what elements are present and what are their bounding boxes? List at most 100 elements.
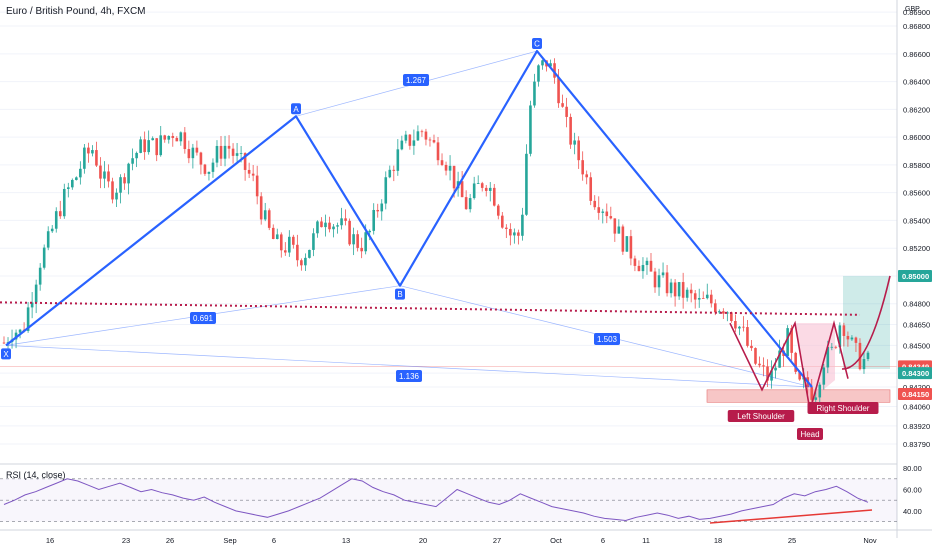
candle-body	[794, 352, 797, 372]
pattern-point-badge	[395, 288, 405, 300]
price-tick-label: 0.84060	[903, 402, 930, 411]
ratio-badge	[403, 74, 429, 86]
candle-body	[822, 367, 826, 385]
candle-body	[219, 145, 223, 159]
candle-body	[231, 148, 235, 156]
candle-body	[593, 200, 597, 208]
candle-body	[665, 272, 669, 294]
candle-body	[448, 165, 452, 171]
candle-body	[581, 160, 584, 175]
candle-body	[577, 140, 580, 161]
pattern-point-label: X	[3, 350, 9, 359]
candle-body	[838, 325, 842, 348]
time-tick-label: 20	[419, 536, 427, 545]
rsi-title: RSI (14, close)	[6, 470, 66, 480]
candle-body	[492, 187, 496, 206]
rsi-tick-label: 80.00	[903, 464, 922, 473]
candle-body	[18, 329, 22, 333]
candle-body	[352, 234, 355, 245]
candle-body	[368, 230, 371, 233]
candle-body	[669, 282, 673, 294]
price-tick-label: 0.84650	[903, 321, 930, 330]
pattern-point-badge	[291, 103, 301, 115]
pattern-point-badge	[1, 348, 11, 360]
candle-body	[472, 183, 476, 199]
candle-body	[597, 207, 601, 213]
candle-body	[115, 192, 118, 200]
candle-body	[348, 220, 351, 245]
candle-body	[553, 63, 556, 78]
candle-body	[613, 218, 617, 234]
hs-label-badge	[807, 402, 879, 414]
pattern-point-label: C	[534, 40, 540, 49]
candle-body	[778, 350, 781, 368]
candle-body	[685, 289, 689, 298]
candle-body	[243, 153, 247, 170]
candle-body	[279, 234, 283, 251]
candle-body	[858, 342, 862, 370]
projection-curve	[841, 275, 891, 370]
price-axis[interactable]: 0.86900 0.86800 0.86600 0.86400 0.86200 0.860…	[896, 0, 932, 550]
candle-body	[58, 211, 62, 217]
candle-body	[139, 139, 142, 153]
price-tick-label: 0.83790	[903, 440, 930, 449]
price-label-box	[898, 367, 932, 380]
candle-body	[127, 163, 130, 184]
candle-body	[62, 188, 66, 217]
candle-body	[292, 236, 295, 245]
candle-body	[661, 272, 665, 276]
rsi-trendline	[709, 509, 873, 524]
price-tick-label: 0.86900	[903, 8, 930, 17]
candle-body	[509, 228, 512, 236]
candle-body	[296, 244, 299, 261]
candle-body	[380, 203, 384, 212]
candle-body	[798, 371, 801, 380]
candle-body	[585, 174, 588, 178]
candle-body	[111, 181, 114, 200]
candle-body	[203, 164, 207, 174]
candle-body	[344, 218, 347, 221]
candle-body	[770, 370, 773, 381]
candle-body	[609, 216, 613, 219]
candle-body	[155, 138, 159, 156]
candle-body	[850, 337, 854, 340]
candle-body	[842, 325, 846, 336]
candle-body	[360, 247, 363, 252]
price-tick-label: 0.85800	[903, 161, 930, 170]
stop-zone	[706, 389, 891, 403]
candle-body	[701, 298, 705, 299]
candle-body	[476, 183, 480, 185]
candle-body	[364, 232, 367, 252]
pattern-connector	[5, 345, 813, 388]
candle-body	[605, 211, 609, 217]
candle-body	[308, 249, 311, 258]
candle-body	[786, 328, 789, 356]
candle-body	[713, 303, 717, 313]
candle-body	[424, 131, 428, 140]
candle-body	[444, 164, 448, 171]
time-axis[interactable]: 16 23 26 Sep 6 13 20 27 Oct 6 11 18 25 Nov	[0, 529, 932, 545]
candle-body	[436, 142, 440, 161]
candle-body	[709, 294, 713, 304]
candle-body	[163, 135, 167, 140]
time-tick-label: 26	[166, 536, 174, 545]
candle-body	[332, 226, 335, 230]
price-label-box	[898, 269, 932, 282]
candle-body	[251, 173, 255, 176]
candle-body	[718, 311, 721, 313]
price-tick-label: 0.84200	[903, 383, 930, 392]
candle-body	[549, 63, 552, 67]
candle-body	[340, 218, 343, 226]
candle-body	[404, 134, 408, 141]
candle-body	[123, 177, 126, 184]
candle-body	[304, 257, 307, 266]
ratio-badge	[594, 333, 620, 345]
candle-body	[143, 139, 146, 153]
candle-body	[183, 132, 187, 150]
price-label: 0.85000	[902, 272, 929, 281]
candle-body	[846, 335, 850, 340]
price-label: 0.84349	[902, 362, 929, 371]
candle-body	[320, 221, 323, 228]
candle-body	[818, 384, 822, 398]
